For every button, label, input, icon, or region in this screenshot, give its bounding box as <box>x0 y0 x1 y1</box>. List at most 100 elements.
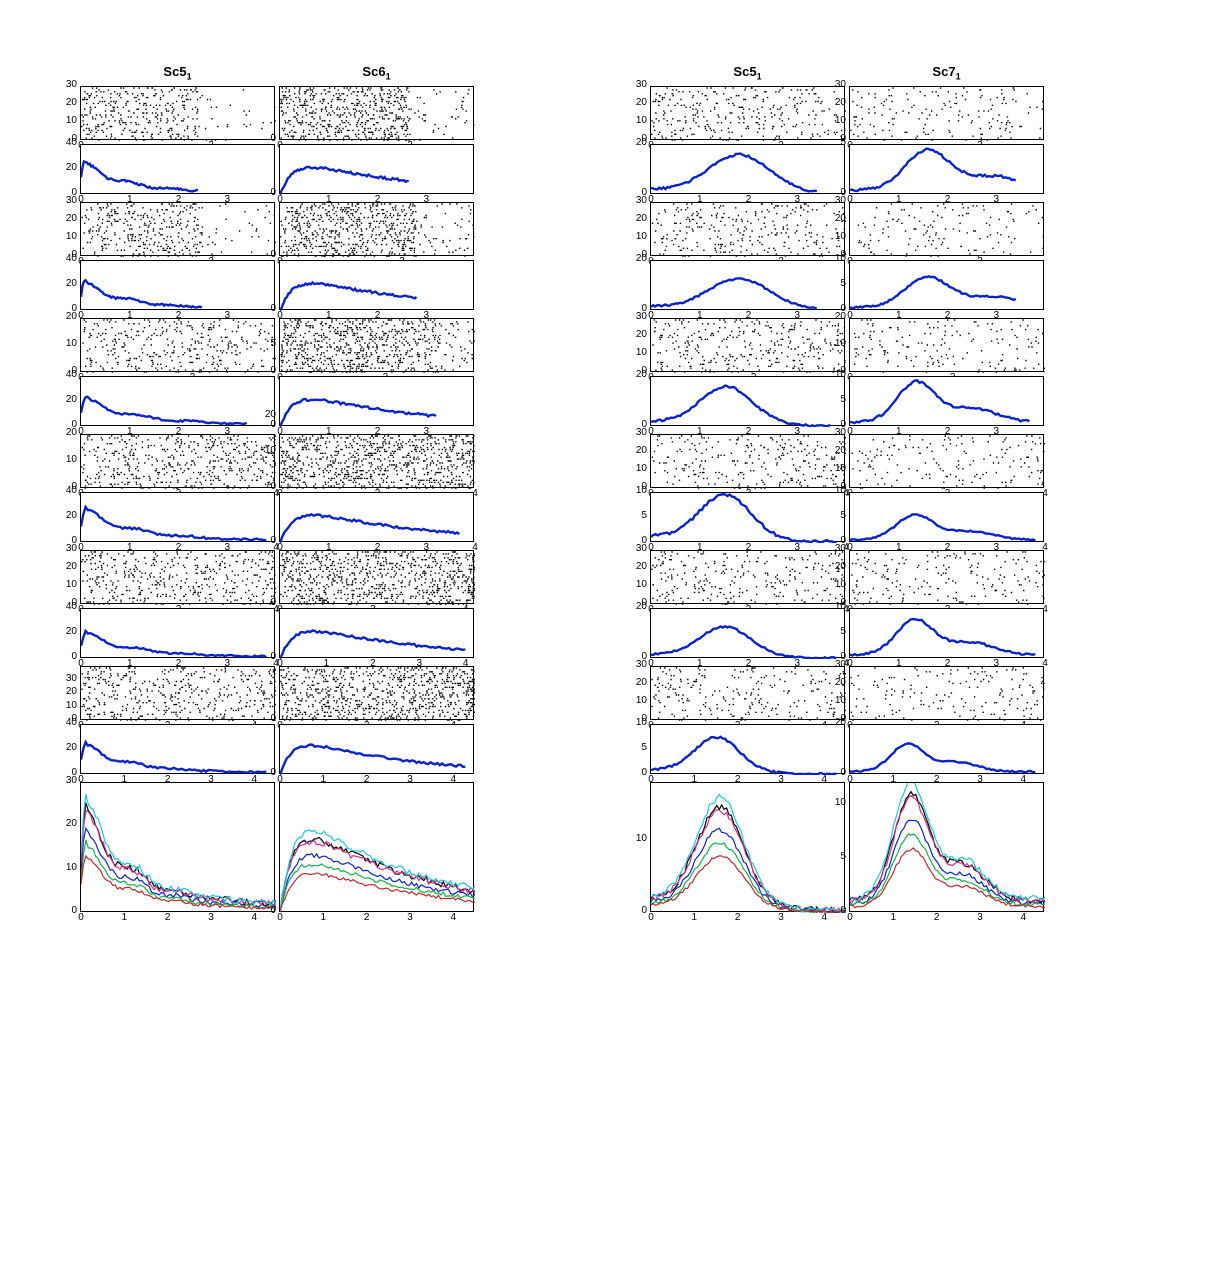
x-tick-label: 3 <box>407 913 413 923</box>
psth-panel: 012340 <box>279 608 474 658</box>
psth-panel: 01230510 <box>849 260 1044 310</box>
y-tick-label: 30 <box>59 674 77 684</box>
y-tick-label: 10 <box>828 370 846 380</box>
column-title: Sc51 <box>80 64 275 82</box>
x-tick-label: 3 <box>208 913 214 923</box>
y-tick-label: 10 <box>828 696 846 706</box>
raster-panel: 0240102030 <box>849 434 1044 488</box>
raster-panel: 020 <box>279 202 474 256</box>
y-tick-label: 0 <box>258 536 276 546</box>
y-tick-label: 0 <box>258 304 276 314</box>
y-tick-label: 10 <box>59 455 77 465</box>
y-tick-label: 20 <box>59 312 77 322</box>
y-tick-label: 30 <box>59 80 77 90</box>
raster-panel: 0201020 <box>849 318 1044 372</box>
y-tick-label: 10 <box>828 339 846 349</box>
y-tick-label: 30 <box>629 428 647 438</box>
raster-panel: 02401020 <box>279 434 474 488</box>
y-tick-label: 20 <box>828 446 846 456</box>
y-tick-label: 10 <box>258 446 276 456</box>
y-tick-label: 30 <box>828 80 846 90</box>
y-tick-label: 20 <box>828 214 846 224</box>
y-tick-label: 30 <box>629 544 647 554</box>
title-sub: 1 <box>386 72 391 82</box>
y-tick-label: 0 <box>258 652 276 662</box>
column-title: Sc51 <box>650 64 845 82</box>
y-tick-label: 20 <box>828 98 846 108</box>
y-tick-label: 20 <box>59 214 77 224</box>
title-sub: 1 <box>956 72 961 82</box>
x-tick-label: 4 <box>252 913 258 923</box>
x-tick-label: 1 <box>122 913 128 923</box>
psth-panel: 012302040 <box>80 376 275 426</box>
summary-panel: 01234010 <box>650 782 845 912</box>
title-sub: 1 <box>187 72 192 82</box>
y-tick-label: 0 <box>258 714 276 724</box>
y-tick-label: 40 <box>59 138 77 148</box>
y-tick-label: 10 <box>59 580 77 590</box>
y-tick-label: 0 <box>258 366 276 376</box>
x-tick-label: 1 <box>692 913 698 923</box>
x-tick-label: 1 <box>321 913 327 923</box>
y-tick-label: 10 <box>59 232 77 242</box>
x-tick-label: 4 <box>1021 913 1027 923</box>
psth-panel: 0123402040 <box>80 492 275 542</box>
y-tick-label: 5 <box>629 511 647 521</box>
y-tick-label: 0 <box>258 188 276 198</box>
raster-panel: 020102030 <box>80 86 275 140</box>
y-tick-label: 5 <box>828 852 846 862</box>
psth-panel: 012340 <box>279 724 474 774</box>
y-tick-label: 10 <box>629 696 647 706</box>
y-tick-label: 0 <box>629 906 647 916</box>
y-tick-label: 20 <box>629 214 647 224</box>
y-tick-label: 20 <box>629 138 647 148</box>
y-tick-label: 20 <box>629 98 647 108</box>
title-text: Sc5 <box>163 64 186 79</box>
title-sub: 1 <box>757 72 762 82</box>
y-tick-label: 20 <box>629 370 647 380</box>
y-tick-label: 10 <box>629 718 647 728</box>
title-text: Sc7 <box>932 64 955 79</box>
y-tick-label: 5 <box>828 279 846 289</box>
y-tick-label: 20 <box>59 511 77 521</box>
psth-panel: 012340510 <box>650 492 845 542</box>
raster-panel: 020102030 <box>650 202 845 256</box>
y-tick-label: 0 <box>59 906 77 916</box>
y-tick-label: 10 <box>828 602 846 612</box>
psth-panel: 01234020 <box>650 608 845 658</box>
raster-panel: 020102030 <box>849 86 1044 140</box>
psth-panel: 0123020 <box>650 376 845 426</box>
x-tick-label: 2 <box>165 913 171 923</box>
y-tick-label: 10 <box>59 116 77 126</box>
y-tick-label: 10 <box>629 232 647 242</box>
raster-panel: 0240102030 <box>849 550 1044 604</box>
y-tick-label: 0 <box>258 906 276 916</box>
summary-panel: 012340 <box>279 782 474 912</box>
title-text: Sc5 <box>733 64 756 79</box>
psth-panel: 0123020 <box>650 260 845 310</box>
y-tick-label: 20 <box>629 562 647 572</box>
x-tick-label: 4 <box>822 913 828 923</box>
y-tick-label: 40 <box>59 486 77 496</box>
raster-panel: 0240 <box>279 550 474 604</box>
y-tick-label: 20 <box>629 678 647 688</box>
y-tick-label: 30 <box>629 196 647 206</box>
psth-panel: 012302040 <box>80 260 275 310</box>
y-tick-label: 20 <box>828 312 846 322</box>
raster-panel: 0205 <box>279 318 474 372</box>
y-tick-label: 30 <box>629 660 647 670</box>
y-tick-label: 0 <box>258 768 276 778</box>
y-tick-label: 20 <box>59 743 77 753</box>
y-tick-label: 0 <box>258 250 276 260</box>
x-tick-label: 0 <box>648 913 654 923</box>
y-tick-label: 30 <box>828 660 846 670</box>
psth-panel: 01230 <box>279 376 474 426</box>
x-tick-label: 0 <box>78 913 84 923</box>
y-tick-label: 10 <box>828 486 846 496</box>
raster-panel: 0240102030 <box>650 666 845 720</box>
y-tick-label: 20 <box>59 163 77 173</box>
y-tick-label: 40 <box>59 370 77 380</box>
x-tick-label: 1 <box>891 913 897 923</box>
y-tick-label: 0 <box>828 906 846 916</box>
x-tick-label: 2 <box>735 913 741 923</box>
